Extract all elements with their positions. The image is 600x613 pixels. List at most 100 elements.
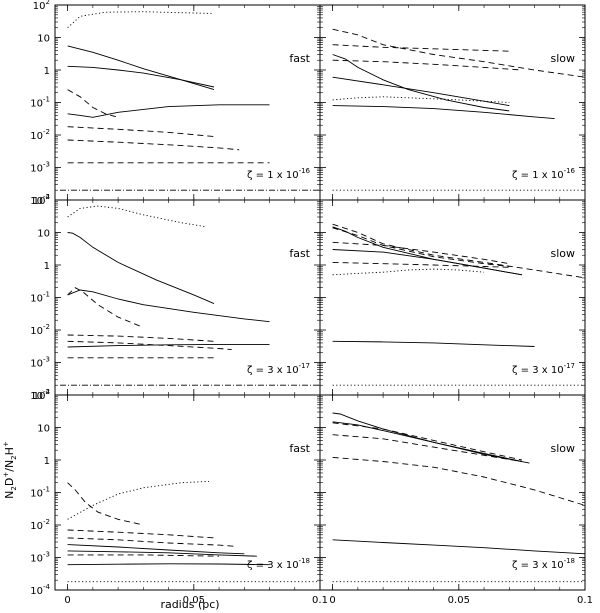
y-tick-exponent: -4 [43, 583, 51, 591]
series-line-2 [332, 44, 510, 52]
series-line-2 [67, 232, 215, 305]
y-tick-label: 10-1 [30, 96, 50, 110]
panel-4: slow ζ = 3 x 10-17 [319, 199, 586, 396]
panel-mode-label: slow [550, 247, 575, 260]
zeta-exponent: -18 [564, 557, 575, 565]
series-line-6 [332, 261, 510, 268]
y-tick-base: 10 [33, 196, 46, 207]
x-tick-label: 0.05 [448, 595, 470, 606]
series-line-4 [67, 287, 144, 328]
zeta-prefix: ζ = 3 x 10 [247, 560, 299, 571]
x-tick-label: 0 [64, 595, 70, 606]
panel-mode-label: fast [289, 52, 310, 65]
zeta-prefix: ζ = 1 x 10 [247, 170, 299, 181]
y-tick-label: 10-1 [30, 291, 50, 305]
y-tick-label: 10-1 [30, 486, 50, 500]
y-tick-label: 102 [33, 193, 50, 207]
zeta-exponent: -16 [299, 167, 311, 175]
panel-mode-label: slow [550, 442, 575, 455]
series-line-5 [332, 249, 522, 276]
series-line-1 [67, 205, 207, 228]
series-line-7 [67, 340, 232, 351]
zeta-label: ζ = 3 x 10-18 [512, 557, 575, 571]
series-line-1 [67, 480, 210, 520]
series-line-5 [67, 544, 245, 555]
y-tick-base: 10 [30, 586, 43, 597]
series-line-5 [67, 334, 215, 342]
series-line-2 [332, 227, 510, 267]
series-line-5 [67, 89, 119, 118]
zeta-prefix: ζ = 3 x 10 [247, 365, 299, 376]
zeta-prefix: ζ = 3 x 10 [512, 560, 564, 571]
panel-2: slow ζ = 1 x 10-16 [319, 4, 586, 201]
series-line-1 [332, 28, 586, 78]
zeta-prefix: ζ = 3 x 10 [512, 365, 564, 376]
zeta-exponent: -16 [564, 167, 576, 175]
y-tick-label: 10-3 [30, 161, 50, 175]
series-line-7 [67, 139, 240, 151]
y-tick-exponent: -1 [43, 96, 50, 104]
series-line-4 [332, 434, 522, 462]
y-tick-label: 10-3 [30, 356, 50, 370]
y-tick-exponent: 2 [46, 193, 50, 201]
series-line-6 [332, 539, 586, 555]
zeta-label: ζ = 3 x 10-17 [512, 362, 575, 376]
series-line-1 [67, 11, 212, 29]
zeta-prefix: ζ = 1 x 10 [512, 170, 564, 181]
series-line-5 [332, 76, 510, 107]
y-tick-base: 10 [37, 424, 50, 435]
y-tick-base: 1 [44, 261, 50, 272]
series-line-4 [67, 537, 237, 547]
y-tick-base: 10 [30, 99, 43, 110]
y-tick-base: 10 [30, 294, 43, 305]
y-tick-exponent: 2 [46, 0, 50, 6]
y-tick-base: 10 [30, 554, 43, 565]
series-line-8 [67, 563, 270, 566]
series-line-7 [67, 554, 220, 557]
y-tick-base: 10 [33, 1, 46, 12]
zeta-exponent: -17 [299, 362, 310, 370]
series-line-3 [332, 241, 510, 265]
series-line-6 [332, 105, 555, 120]
series-line-4 [332, 54, 510, 112]
y-tick-label: 10-2 [30, 323, 50, 337]
y-tick-label: 10 [37, 229, 50, 240]
y-tick-base: 10 [30, 131, 43, 142]
y-tick-base: 1 [44, 456, 50, 467]
y-tick-base: 10 [37, 229, 50, 240]
y-tick-label: 10-4 [30, 388, 50, 402]
x-tick-label: 0.1 [577, 595, 593, 606]
y-tick-exponent: -4 [43, 193, 51, 201]
zeta-label: ζ = 1 x 10-16 [512, 167, 576, 181]
y-tick-base: 10 [30, 359, 43, 370]
zeta-label: ζ = 3 x 10-18 [247, 557, 310, 571]
y-tick-label: 102 [33, 0, 50, 12]
y-tick-base: 10 [30, 164, 43, 175]
y-tick-exponent: -4 [43, 388, 51, 396]
x-tick-label: 0.05 [183, 595, 205, 606]
panel-6: 0 0.05 0.1 slow ζ = 3 x 10-18 [319, 394, 593, 606]
y-tick-exponent: -2 [43, 323, 50, 331]
y-tick-label: 1 [44, 261, 50, 272]
series-line-8 [332, 340, 535, 347]
y-tick-label: 10 [37, 424, 50, 435]
y-tick-exponent: -3 [43, 551, 50, 559]
y-tick-label: 10-4 [30, 193, 50, 207]
y-tick-base: 10 [30, 489, 43, 500]
panel-mode-label: slow [550, 52, 575, 65]
y-tick-base: 10 [33, 391, 46, 402]
y-tick-label: 10-3 [30, 551, 50, 565]
y-tick-exponent: -2 [43, 128, 50, 136]
series-line-2 [67, 482, 144, 526]
y-tick-base: 10 [30, 326, 43, 337]
y-tick-exponent: -2 [43, 518, 50, 526]
series-line-3 [67, 289, 270, 323]
series-line-3 [67, 529, 215, 539]
series-line-6 [67, 343, 270, 348]
series-line-6 [67, 126, 215, 137]
